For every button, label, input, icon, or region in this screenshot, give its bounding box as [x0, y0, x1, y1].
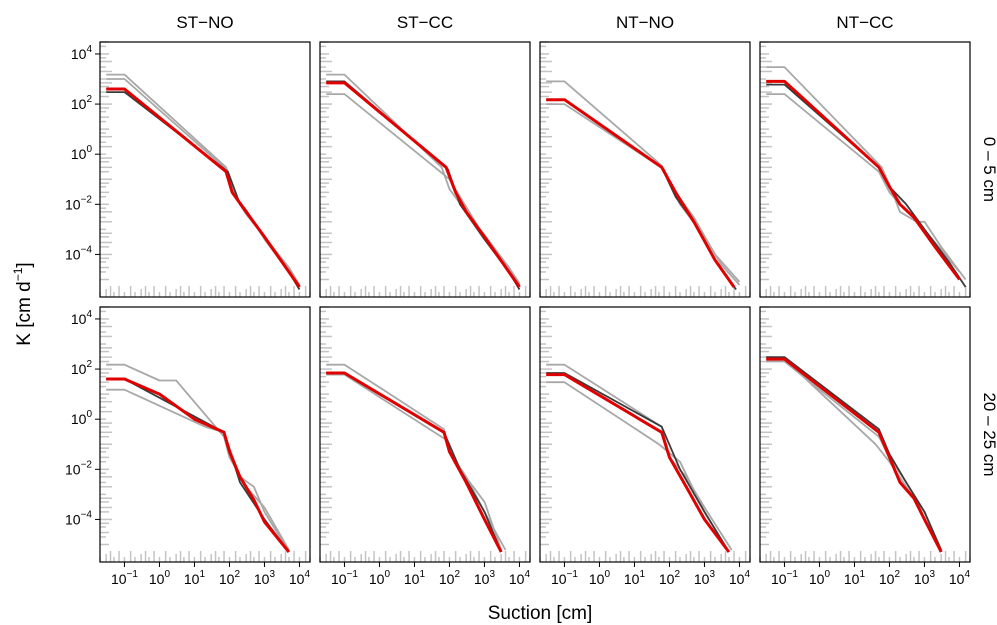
- x-tick-label: 102: [439, 569, 461, 587]
- panel-border: [759, 41, 971, 298]
- replicate-line: [546, 372, 730, 553]
- x-tick-label: 101: [404, 569, 426, 587]
- y-axis-title: K [cm d−1]: [11, 262, 35, 345]
- facet-row-title: 0 – 5 cm: [980, 137, 997, 202]
- x-tick-label: 102: [659, 569, 681, 587]
- y-tick-label: 104: [71, 309, 93, 327]
- panel-border: [759, 306, 971, 563]
- facet-column-title: NT−NO: [616, 13, 674, 32]
- facet-column-title: ST−CC: [397, 13, 453, 32]
- replicate-line: [326, 373, 503, 551]
- panel-series-group: [766, 66, 967, 288]
- replicate-line: [766, 360, 943, 553]
- replicate-line: [766, 66, 967, 281]
- replicate-line: [546, 103, 741, 286]
- x-tick-label: 100: [809, 569, 831, 587]
- facet-row-title: 20 – 25 cm: [980, 392, 997, 476]
- replicate-line: [106, 388, 290, 553]
- panel-border: [99, 41, 311, 298]
- facet-panel: [99, 306, 311, 563]
- y-tick-label: 10−4: [65, 244, 92, 262]
- replicate-line: [546, 381, 730, 553]
- replicate-line: [766, 83, 967, 288]
- facet-panel: [539, 41, 751, 298]
- replicate-line: [106, 363, 290, 551]
- x-tick-label: 10−1: [111, 569, 138, 587]
- x-tick-label: 10−1: [331, 569, 358, 587]
- y-tick-label: 102: [71, 94, 93, 112]
- x-tick-label: 100: [369, 569, 391, 587]
- panel-border: [319, 41, 531, 298]
- replicate-line: [106, 91, 301, 290]
- replicate-line: [326, 80, 521, 290]
- x-tick-label: 104: [949, 569, 971, 587]
- mean-line: [546, 373, 731, 553]
- x-tick-label: 101: [844, 569, 866, 587]
- facet-panel: [759, 306, 971, 563]
- x-tick-label: 103: [254, 569, 276, 587]
- y-tick-label: 104: [71, 44, 93, 62]
- x-tick-label: 102: [219, 569, 241, 587]
- y-tick-label: 10−4: [65, 509, 92, 527]
- x-tick-label: 104: [509, 569, 531, 587]
- facet-panel: [319, 41, 531, 298]
- y-tick-label: 100: [71, 409, 93, 427]
- panel-series-group: [326, 363, 507, 553]
- replicate-line: [326, 363, 507, 551]
- mean-line: [766, 79, 961, 281]
- replicate-line: [546, 363, 733, 551]
- replicate-line: [326, 93, 521, 284]
- x-tick-label: 100: [589, 569, 611, 587]
- mean-line: [766, 357, 943, 553]
- x-tick-label: 10−1: [771, 569, 798, 587]
- panel-border: [99, 306, 311, 563]
- replicate-line: [106, 78, 301, 286]
- mean-line: [546, 98, 736, 288]
- y-tick-label: 100: [71, 144, 93, 162]
- replicate-line: [546, 98, 737, 291]
- facet-column-title: ST−NO: [176, 13, 233, 32]
- x-tick-label: 10−1: [551, 569, 578, 587]
- y-tick-label: 10−2: [65, 194, 92, 212]
- y-tick-label: 102: [71, 359, 93, 377]
- facet-column-title: NT−CC: [836, 13, 893, 32]
- panel-series-group: [106, 73, 301, 290]
- x-tick-label: 101: [624, 569, 646, 587]
- replicate-line: [326, 372, 503, 553]
- replicate-line: [766, 358, 943, 553]
- facet-panel: [99, 41, 311, 298]
- facet-panel: [539, 306, 751, 563]
- panel-series-group: [326, 73, 521, 290]
- panel-border: [319, 306, 531, 563]
- y-tick-label: 10−2: [65, 459, 92, 477]
- mean-line: [326, 81, 521, 288]
- facet-panel: [759, 41, 971, 298]
- replicate-line: [766, 356, 943, 551]
- replicate-line: [766, 93, 961, 273]
- replicate-line: [106, 73, 301, 288]
- facet-panel: [319, 306, 531, 563]
- x-tick-label: 104: [729, 569, 751, 587]
- mean-line: [106, 377, 291, 553]
- panel-border: [539, 306, 751, 563]
- x-tick-label: 103: [474, 569, 496, 587]
- panel-series-group: [106, 363, 291, 553]
- panel-series-group: [766, 356, 943, 553]
- mean-line: [106, 87, 301, 288]
- panel-series-group: [546, 363, 733, 553]
- x-tick-label: 103: [694, 569, 716, 587]
- x-tick-label: 100: [149, 569, 171, 587]
- mean-line: [326, 371, 503, 553]
- x-tick-label: 101: [184, 569, 206, 587]
- x-tick-label: 104: [289, 569, 311, 587]
- panel-series-group: [546, 80, 741, 291]
- replicate-line: [326, 73, 521, 286]
- x-tick-label: 103: [914, 569, 936, 587]
- panel-border: [539, 41, 751, 298]
- x-tick-label: 102: [879, 569, 901, 587]
- x-axis-title: Suction [cm]: [488, 603, 593, 624]
